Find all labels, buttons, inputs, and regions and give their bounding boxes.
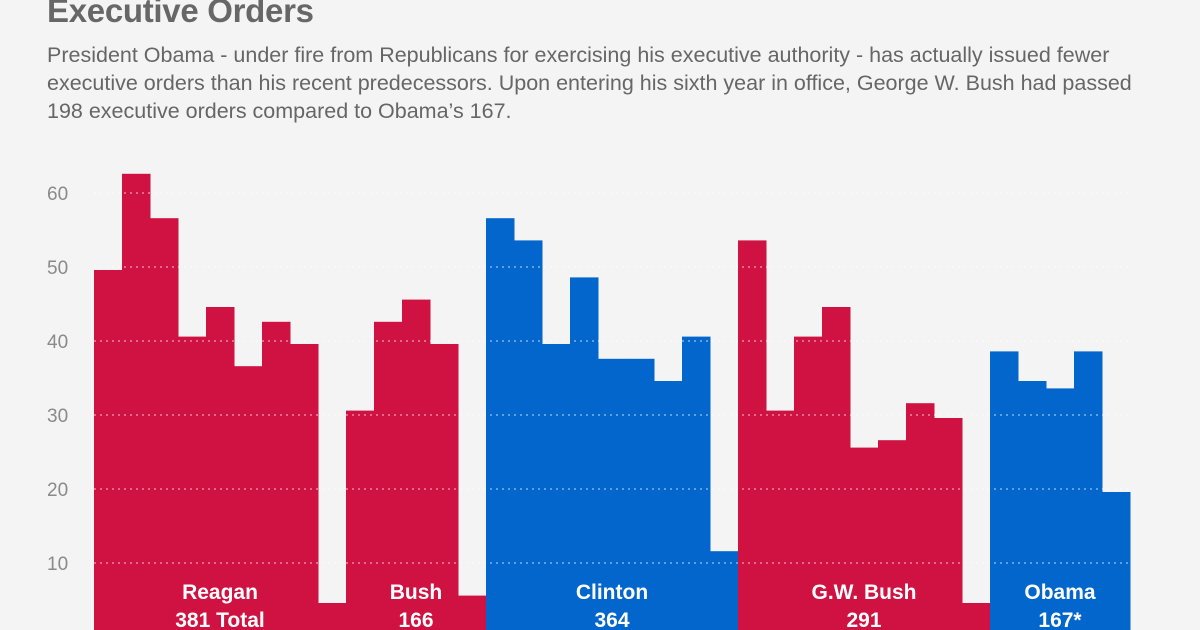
- bar-reagan-5: [206, 307, 235, 630]
- bar-clinton-8: [682, 336, 711, 630]
- bar-reagan-3: [150, 218, 179, 630]
- chart-title: Executive Orders: [47, 0, 314, 29]
- bar-clinton-3: [542, 344, 571, 630]
- bar-clinton-1: [486, 218, 515, 630]
- bar-clinton-4: [570, 277, 599, 630]
- bar-reagan-8: [290, 344, 319, 630]
- president-total-label: 381 Total: [175, 609, 264, 630]
- bar-obama-1: [990, 351, 1019, 630]
- bar-clinton-2: [514, 240, 543, 630]
- president-name-label: Obama: [1024, 581, 1096, 604]
- president-name-label: Bush: [390, 581, 443, 604]
- bar-bush-3: [402, 299, 431, 630]
- bar-bush-1: [346, 410, 375, 630]
- president-name-label: G.W. Bush: [812, 581, 917, 604]
- bar-reagan-2: [122, 173, 151, 630]
- bar-reagan-7: [262, 321, 291, 630]
- bar-reagan-6: [234, 366, 263, 630]
- bar-bush-2: [374, 321, 403, 630]
- bar-obama-2: [1018, 381, 1047, 630]
- president-name-label: Reagan: [182, 581, 258, 604]
- bar-g-w-bush-9: [962, 603, 991, 630]
- bar-reagan-1: [94, 270, 123, 630]
- bar-bush-5: [458, 595, 487, 630]
- bar-reagan-9: [318, 603, 347, 630]
- bar-clinton-9: [710, 551, 739, 630]
- bar-g-w-bush-2: [766, 410, 795, 630]
- bar-g-w-bush-8: [934, 418, 963, 630]
- bar-g-w-bush-5: [850, 447, 879, 630]
- y-tick-label: 20: [47, 480, 68, 501]
- bar-g-w-bush-1: [738, 240, 767, 630]
- y-tick-label: 40: [47, 332, 68, 353]
- bar-g-w-bush-6: [878, 440, 907, 630]
- president-total-label: 364: [594, 609, 629, 630]
- bar-clinton-5: [598, 358, 627, 630]
- chart-subtitle: President Obama - under fire from Republ…: [47, 43, 1132, 123]
- president-name-label: Clinton: [576, 581, 648, 604]
- bar-g-w-bush-7: [906, 403, 935, 630]
- y-tick-label: 60: [47, 184, 68, 205]
- president-total-label: 167*: [1038, 609, 1082, 630]
- bar-obama-4: [1074, 351, 1103, 630]
- president-total-label: 291: [846, 609, 881, 630]
- y-tick-label: 50: [47, 258, 68, 279]
- president-total-label: 166: [398, 609, 433, 630]
- bar-clinton-7: [654, 381, 683, 630]
- y-tick-label: 30: [47, 406, 68, 427]
- bar-g-w-bush-3: [794, 336, 823, 630]
- bar-obama-3: [1046, 388, 1075, 630]
- y-tick-label: 10: [47, 554, 68, 575]
- bar-obama-5: [1102, 492, 1131, 630]
- bar-bush-4: [430, 344, 459, 630]
- bar-clinton-6: [626, 358, 655, 630]
- bar-reagan-4: [178, 336, 207, 630]
- bar-g-w-bush-4: [822, 307, 851, 630]
